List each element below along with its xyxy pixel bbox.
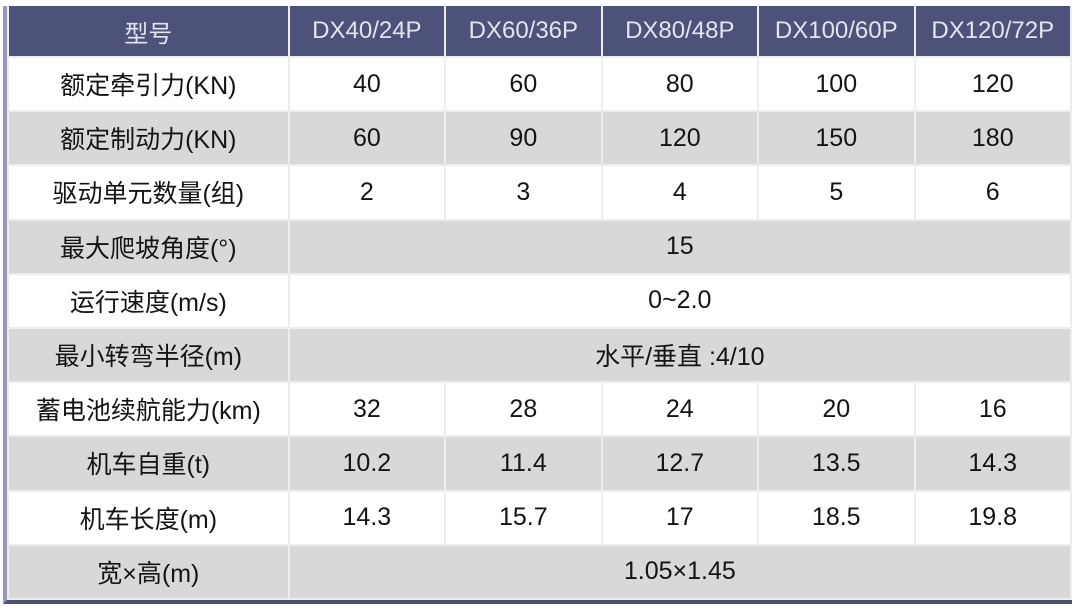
row-label: 运行速度(m/s) [7, 272, 290, 329]
value-cell: 150 [757, 110, 916, 167]
value-cell: 32 [287, 381, 447, 438]
value-cell: 40 [287, 55, 447, 113]
table-header: 型号 DX40/24P DX60/36P DX80/48P DX100/60P DX12… [7, 6, 1072, 58]
table-row: 机车自重(t) 10.2 11.4 12.7 13.5 14.3 [7, 435, 1072, 492]
value-cell: 15.7 [444, 489, 603, 546]
value-cell: 12.7 [600, 435, 760, 492]
value-cell: 28 [444, 381, 603, 438]
spec-table-container: 型号 DX40/24P DX60/36P DX80/48P DX100/60P DX12… [3, 6, 1073, 604]
row-label: 蓄电池续航能力(km) [7, 381, 290, 438]
row-label: 驱动单元数量(组) [7, 164, 290, 221]
value-cell: 10.2 [287, 435, 447, 492]
value-cell: 14.3 [287, 489, 447, 546]
header-row: 型号 DX40/24P DX60/36P DX80/48P DX100/60P DX12… [7, 6, 1072, 58]
value-cell: 80 [600, 55, 760, 113]
table-row: 驱动单元数量(组) 2 3 4 5 6 [7, 164, 1072, 221]
value-cell: 90 [444, 110, 603, 167]
value-cell: 20 [757, 381, 916, 438]
table-row: 运行速度(m/s) 0~2.0 [7, 272, 1073, 329]
value-cell: 120 [600, 110, 760, 167]
model-column-header: DX100/60P [757, 6, 916, 58]
row-label: 机车自重(t) [7, 435, 290, 492]
table-row: 最小转弯半径(m) 水平/垂直 :4/10 [7, 326, 1073, 384]
merged-value-cell: 1.05×1.45 [287, 543, 1073, 601]
row-label: 额定牵引力(KN) [7, 55, 290, 113]
value-cell: 13.5 [757, 435, 916, 492]
value-cell: 5 [757, 164, 916, 221]
row-label: 最小转弯半径(m) [7, 326, 290, 384]
row-label: 最大爬坡角度(°) [7, 218, 290, 275]
merged-value-cell: 0~2.0 [287, 272, 1073, 329]
value-cell: 17 [600, 489, 760, 546]
value-cell: 6 [913, 164, 1072, 221]
value-cell: 60 [287, 110, 447, 167]
value-cell: 120 [913, 55, 1072, 113]
table-row: 额定制动力(KN) 60 90 120 150 180 [7, 110, 1072, 167]
locomotive-spec-table: 型号 DX40/24P DX60/36P DX80/48P DX100/60P DX12… [7, 6, 1073, 601]
value-cell: 16 [913, 381, 1072, 438]
table-row: 最大爬坡角度(°) 15 [7, 218, 1073, 275]
table-body: 额定牵引力(KN) 40 60 80 100 120 额定制动力(KN) 60 90 120 150… [7, 55, 1073, 601]
value-cell: 24 [600, 381, 760, 438]
value-cell: 100 [757, 55, 916, 113]
row-label: 额定制动力(KN) [7, 110, 290, 167]
merged-value-cell: 15 [287, 218, 1073, 275]
merged-value-cell: 水平/垂直 :4/10 [287, 326, 1073, 384]
table-row: 宽×高(m) 1.05×1.45 [7, 543, 1073, 601]
value-cell: 18.5 [757, 489, 916, 546]
model-column-header: DX40/24P [287, 6, 447, 58]
model-column-header: DX120/72P [913, 6, 1072, 58]
value-cell: 60 [444, 55, 603, 113]
value-cell: 2 [287, 164, 447, 221]
model-header-label: 型号 [7, 6, 290, 58]
value-cell: 4 [600, 164, 760, 221]
row-label: 机车长度(m) [7, 489, 290, 546]
table-row: 机车长度(m) 14.3 15.7 17 18.5 19.8 [7, 489, 1072, 546]
value-cell: 180 [913, 110, 1072, 167]
row-label: 宽×高(m) [7, 543, 290, 601]
model-column-header: DX60/36P [444, 6, 603, 58]
model-column-header: DX80/48P [600, 6, 760, 58]
value-cell: 14.3 [913, 435, 1072, 492]
table-row: 蓄电池续航能力(km) 32 28 24 20 16 [7, 381, 1072, 438]
value-cell: 19.8 [913, 489, 1072, 546]
value-cell: 3 [444, 164, 603, 221]
table-row: 额定牵引力(KN) 40 60 80 100 120 [7, 55, 1072, 113]
value-cell: 11.4 [444, 435, 603, 492]
